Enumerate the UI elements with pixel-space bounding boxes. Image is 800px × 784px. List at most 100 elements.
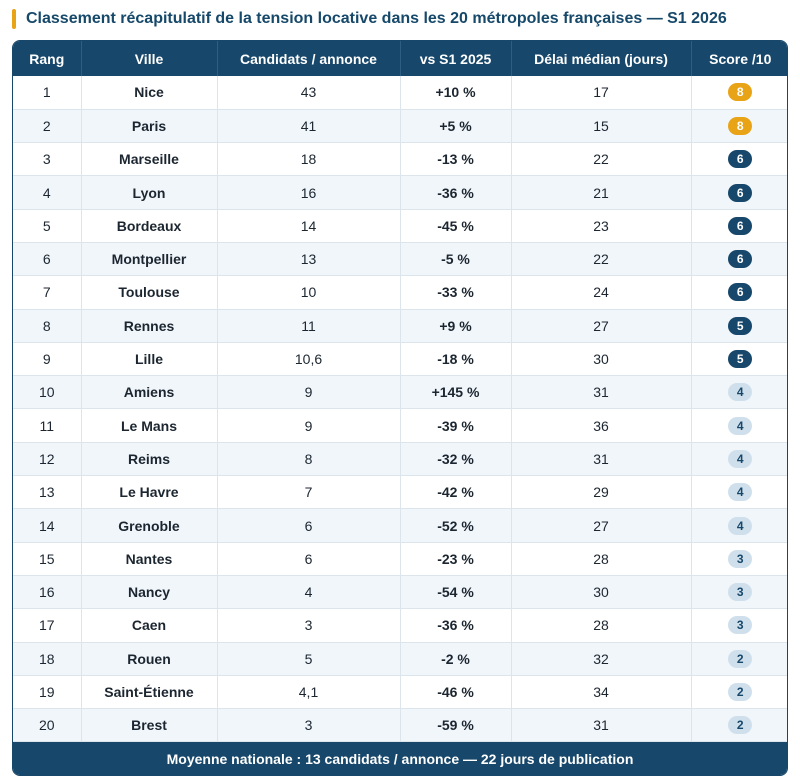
score-cell: 4 bbox=[691, 375, 787, 410]
score-cell: 2 bbox=[691, 708, 787, 743]
change-cell: -36 % bbox=[400, 608, 512, 643]
score-cell: 6 bbox=[691, 209, 787, 243]
column-header-city[interactable]: Ville bbox=[81, 41, 218, 76]
change-cell: -36 % bbox=[400, 175, 512, 210]
column-header-change[interactable]: vs S1 2025 bbox=[400, 41, 512, 76]
change-cell: -52 % bbox=[400, 508, 512, 543]
city-cell: Grenoble bbox=[81, 508, 218, 543]
delay-cell: 15 bbox=[511, 109, 692, 144]
city-cell: Paris bbox=[81, 109, 218, 144]
delay-cell: 29 bbox=[511, 475, 692, 510]
rank-cell: 16 bbox=[13, 575, 82, 610]
change-cell: +5 % bbox=[400, 109, 512, 144]
city-cell: Bordeaux bbox=[81, 209, 218, 243]
score-badge: 5 bbox=[728, 316, 753, 335]
score-badge: 3 bbox=[728, 616, 753, 635]
score-cell: 8 bbox=[691, 109, 787, 144]
score-badge: 5 bbox=[728, 350, 753, 369]
city-cell: Nice bbox=[81, 76, 218, 110]
score-cell: 5 bbox=[691, 342, 787, 377]
change-cell: -18 % bbox=[400, 342, 512, 377]
candidates-cell: 5 bbox=[217, 642, 401, 676]
table-row: 7 Toulouse 10 -33 % 24 6 bbox=[13, 275, 787, 310]
column-header-rank[interactable]: Rang bbox=[13, 41, 82, 76]
candidates-cell: 11 bbox=[217, 309, 401, 343]
change-cell: -54 % bbox=[400, 575, 512, 610]
change-cell: -45 % bbox=[400, 209, 512, 243]
score-cell: 5 bbox=[691, 309, 787, 343]
rank-cell: 10 bbox=[13, 375, 82, 410]
city-cell: Le Havre bbox=[81, 475, 218, 510]
score-cell: 3 bbox=[691, 608, 787, 643]
rank-cell: 2 bbox=[13, 109, 82, 144]
score-badge: 6 bbox=[728, 150, 753, 169]
table-row: 4 Lyon 16 -36 % 21 6 bbox=[13, 175, 787, 210]
score-badge: 3 bbox=[728, 549, 753, 568]
table-row: 15 Nantes 6 -23 % 28 3 bbox=[13, 542, 787, 576]
score-cell: 6 bbox=[691, 275, 787, 310]
column-header-candidates[interactable]: Candidats / annonce bbox=[217, 41, 401, 76]
score-badge: 8 bbox=[728, 83, 753, 102]
change-cell: -5 % bbox=[400, 242, 512, 277]
city-cell: Amiens bbox=[81, 375, 218, 410]
score-cell: 6 bbox=[691, 175, 787, 210]
rank-cell: 5 bbox=[13, 209, 82, 243]
rank-cell: 3 bbox=[13, 142, 82, 177]
score-badge: 2 bbox=[728, 682, 753, 701]
score-cell: 3 bbox=[691, 542, 787, 576]
table-row: 2 Paris 41 +5 % 15 8 bbox=[13, 109, 787, 144]
rank-cell: 19 bbox=[13, 675, 82, 710]
candidates-cell: 9 bbox=[217, 408, 401, 443]
delay-cell: 28 bbox=[511, 608, 692, 643]
city-cell: Montpellier bbox=[81, 242, 218, 277]
change-cell: -46 % bbox=[400, 675, 512, 710]
city-cell: Rouen bbox=[81, 642, 218, 676]
column-header-score[interactable]: Score /10 bbox=[691, 41, 787, 76]
candidates-cell: 16 bbox=[217, 175, 401, 210]
change-cell: -32 % bbox=[400, 442, 512, 477]
candidates-cell: 41 bbox=[217, 109, 401, 144]
score-badge: 6 bbox=[728, 183, 753, 202]
candidates-cell: 6 bbox=[217, 542, 401, 576]
score-badge: 4 bbox=[728, 449, 753, 468]
change-cell: +10 % bbox=[400, 76, 512, 110]
table-row: 11 Le Mans 9 -39 % 36 4 bbox=[13, 408, 787, 443]
city-cell: Nantes bbox=[81, 542, 218, 576]
score-cell: 4 bbox=[691, 508, 787, 543]
score-cell: 6 bbox=[691, 242, 787, 277]
column-header-delay[interactable]: Délai médian (jours) bbox=[511, 41, 692, 76]
delay-cell: 31 bbox=[511, 375, 692, 410]
city-cell: Marseille bbox=[81, 142, 218, 177]
change-cell: -39 % bbox=[400, 408, 512, 443]
score-badge: 4 bbox=[728, 483, 753, 502]
table-row: 5 Bordeaux 14 -45 % 23 6 bbox=[13, 209, 787, 243]
delay-cell: 28 bbox=[511, 542, 692, 576]
delay-cell: 27 bbox=[511, 508, 692, 543]
change-cell: -42 % bbox=[400, 475, 512, 510]
table-row: 12 Reims 8 -32 % 31 4 bbox=[13, 442, 787, 477]
change-cell: -33 % bbox=[400, 275, 512, 310]
score-badge: 4 bbox=[728, 516, 753, 535]
delay-cell: 22 bbox=[511, 242, 692, 277]
delay-cell: 17 bbox=[511, 76, 692, 110]
ranking-table: Rang Ville Candidats / annonce vs S1 202… bbox=[13, 41, 787, 743]
change-cell: +145 % bbox=[400, 375, 512, 410]
change-cell: -13 % bbox=[400, 142, 512, 177]
city-cell: Saint-Étienne bbox=[81, 675, 218, 710]
score-badge: 4 bbox=[728, 416, 753, 435]
score-badge: 3 bbox=[728, 583, 753, 602]
ranking-table-card: Rang Ville Candidats / annonce vs S1 202… bbox=[12, 40, 788, 776]
table-row: 6 Montpellier 13 -5 % 22 6 bbox=[13, 242, 787, 277]
table-row: 19 Saint-Étienne 4,1 -46 % 34 2 bbox=[13, 675, 787, 710]
score-cell: 2 bbox=[691, 642, 787, 676]
delay-cell: 24 bbox=[511, 275, 692, 310]
table-row: 20 Brest 3 -59 % 31 2 bbox=[13, 708, 787, 743]
city-cell: Caen bbox=[81, 608, 218, 643]
candidates-cell: 10,6 bbox=[217, 342, 401, 377]
score-cell: 3 bbox=[691, 575, 787, 610]
page-title: Classement récapitulatif de la tension l… bbox=[26, 10, 727, 27]
candidates-cell: 14 bbox=[217, 209, 401, 243]
city-cell: Reims bbox=[81, 442, 218, 477]
change-cell: -2 % bbox=[400, 642, 512, 676]
delay-cell: 31 bbox=[511, 708, 692, 743]
